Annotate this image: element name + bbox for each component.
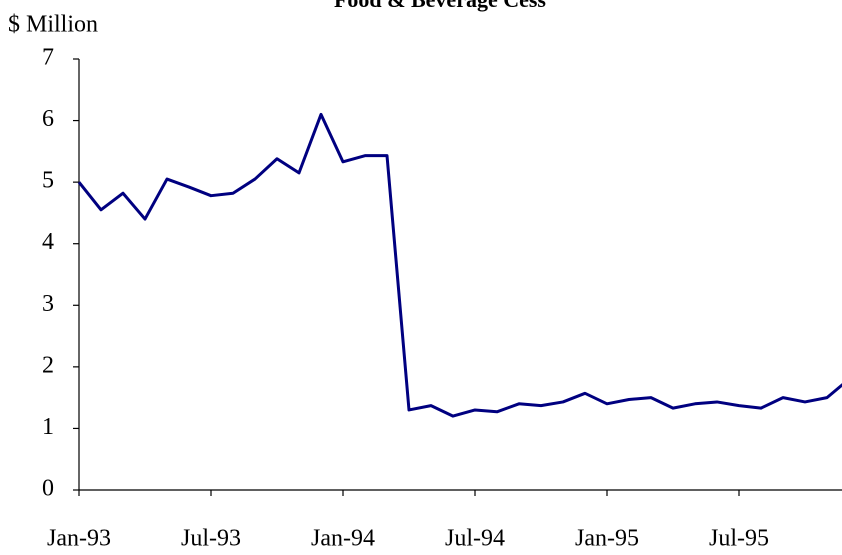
x-tick-label: Jul-95 (709, 526, 769, 552)
y-tick-label: 0 (42, 476, 54, 502)
y-axis-label: $ Million (8, 12, 98, 38)
y-tick-label: 4 (42, 229, 54, 255)
y-tick-label: 3 (42, 291, 54, 317)
y-tick-label: 5 (42, 168, 54, 194)
y-tick-label: 2 (42, 352, 54, 378)
x-tick-label: Jul-94 (445, 526, 505, 552)
y-tick-label: 1 (42, 414, 54, 440)
x-tick-label: Jan-93 (47, 526, 111, 552)
data-line (77, 112, 842, 418)
y-tick-label: 6 (42, 106, 54, 132)
x-tick-label: Jul-93 (181, 526, 241, 552)
y-tick-label: 7 (42, 45, 54, 71)
x-tick-label: Jan-94 (311, 526, 375, 552)
x-tick-label: Jan-95 (575, 526, 639, 552)
chart-title: Food & Beverage Cess (334, 0, 546, 12)
